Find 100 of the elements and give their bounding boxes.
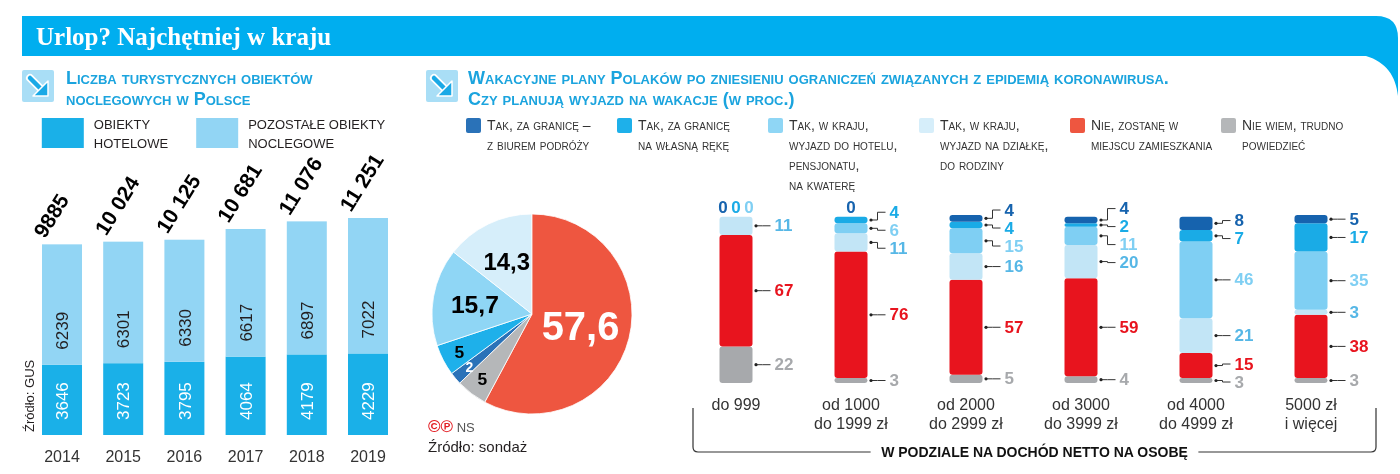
bar	[348, 218, 388, 354]
data-label: 15	[1234, 354, 1254, 374]
data-label: 8	[1234, 211, 1244, 231]
bar	[164, 361, 205, 435]
data-label: 17	[1349, 227, 1369, 247]
data-label: 16	[1004, 257, 1024, 277]
data-label: 22	[774, 355, 794, 375]
data-label: 11	[1119, 235, 1138, 255]
bar	[949, 374, 983, 383]
data-label: 76	[889, 305, 909, 325]
total-label: 10 681	[212, 159, 267, 227]
bar	[1179, 241, 1213, 319]
legend-label: Tak, za granicę – z biurem podróży	[487, 117, 591, 153]
data-label: 4	[1004, 200, 1015, 220]
bar	[1064, 278, 1098, 377]
legend-label: POZOSTAŁE OBIEKTY NOCLEGOWE	[248, 117, 386, 151]
bar	[103, 363, 144, 435]
legend-label: Nie wiem, trudno powiedzieć	[1242, 117, 1344, 153]
data-label: 57	[1004, 317, 1024, 337]
data-label: 4	[1004, 218, 1015, 238]
x-tick-label: 2018	[289, 448, 325, 465]
data-label: 7022	[359, 300, 379, 339]
chart-title: Wakacyjne plany Polaków po zniesieniu ograniczeń związanych z epidemią koronawirusa. Czy planują wyjazd na wakacje (w proc.)	[468, 68, 1169, 109]
data-label: 3	[1349, 371, 1359, 390]
bar	[1179, 216, 1213, 230]
legend-label: Tak, w kraju, wyjazd na działkę, do rodziny	[940, 117, 1049, 173]
text: Urlop? Najchętniej w kraju	[36, 23, 332, 50]
data-label: 3646	[53, 382, 73, 420]
data-label: 2	[465, 358, 474, 375]
bar	[1064, 244, 1098, 279]
data-label: 15,7	[450, 290, 499, 318]
data-label: 11	[889, 238, 908, 258]
data-label: 46	[1234, 270, 1254, 290]
bar	[834, 233, 868, 252]
data-label: 5	[477, 369, 488, 390]
x-tick-label: od 4000 do 4999 zł	[1159, 396, 1234, 432]
legend-label: Nie, zostanę w miejscu zamieszkania	[1091, 117, 1213, 153]
x-tick-label: od 3000 do 3999 zł	[1044, 396, 1119, 432]
bar	[719, 346, 753, 383]
legend-label: Tak, w kraju, wyjazd do hotelu, pensjonatu, na kwaterę	[789, 117, 898, 193]
bar	[949, 279, 983, 375]
data-label: 5	[1004, 369, 1014, 389]
bar	[719, 216, 753, 235]
x-tick-label: 2019	[350, 448, 386, 465]
x-tick-label: 2015	[105, 448, 142, 465]
data-label: 11	[774, 216, 793, 236]
data-label: 6239	[53, 311, 73, 350]
bar	[348, 353, 388, 435]
data-label: 6617	[236, 303, 256, 342]
bar	[1179, 353, 1213, 379]
data-label: 59	[1119, 317, 1139, 337]
bar	[286, 354, 327, 435]
bar	[1064, 226, 1098, 245]
total-label: 10 024	[90, 171, 144, 239]
bar	[42, 244, 82, 365]
data-label: 6	[889, 220, 899, 240]
data-label: 57,6	[541, 304, 620, 349]
data-label: 0	[846, 198, 856, 218]
data-label: 3795	[175, 382, 195, 420]
data-label: 6897	[297, 301, 317, 340]
legend-label: OBIEKTY HOTELOWE	[93, 117, 169, 151]
data-label: 7	[1234, 229, 1244, 249]
bar	[1179, 229, 1213, 242]
total-label: 11 076	[273, 152, 327, 219]
legend-label: Tak, za granicę na własną rękę	[638, 117, 731, 153]
data-label: 3	[1349, 302, 1359, 322]
data-label: 5	[454, 341, 465, 362]
data-label: 5	[1349, 209, 1359, 229]
data-label: 4	[1119, 199, 1130, 219]
bar	[103, 241, 144, 364]
data-label: 21	[1234, 326, 1254, 346]
data-label: 2	[1119, 217, 1129, 237]
data-label: 3	[889, 371, 899, 390]
total-label: 10 125	[151, 169, 205, 237]
text: Źródło: sondaż	[428, 438, 528, 455]
data-label: 14,3	[483, 248, 530, 276]
bar	[949, 253, 983, 280]
data-label: 15	[1004, 236, 1024, 256]
bar	[1179, 318, 1213, 354]
bar	[949, 228, 983, 254]
bar	[719, 234, 753, 347]
chart-title: Liczba turystycznych obiektów noclegowych w Polsce	[66, 68, 314, 109]
x-tick-label: od 1000 do 1999 zł	[814, 396, 889, 432]
bar	[1294, 251, 1328, 310]
x-tick-label: 2016	[166, 448, 203, 465]
bar	[286, 221, 327, 355]
data-label: 38	[1349, 336, 1369, 356]
data-label: 4	[889, 202, 900, 222]
data-label: 35	[1349, 271, 1369, 291]
x-tick-label: od 2000 do 2999 zł	[929, 396, 1004, 432]
data-label: 20	[1119, 253, 1139, 273]
x-tick-label: do 999	[711, 396, 761, 413]
bar	[1294, 215, 1328, 224]
bar	[225, 356, 266, 435]
bar	[164, 239, 205, 362]
bar	[834, 223, 868, 234]
data-label: 0	[744, 198, 754, 218]
data-label: 4179	[297, 382, 317, 420]
x-tick-label: 2017	[227, 448, 264, 465]
bar	[834, 251, 868, 379]
